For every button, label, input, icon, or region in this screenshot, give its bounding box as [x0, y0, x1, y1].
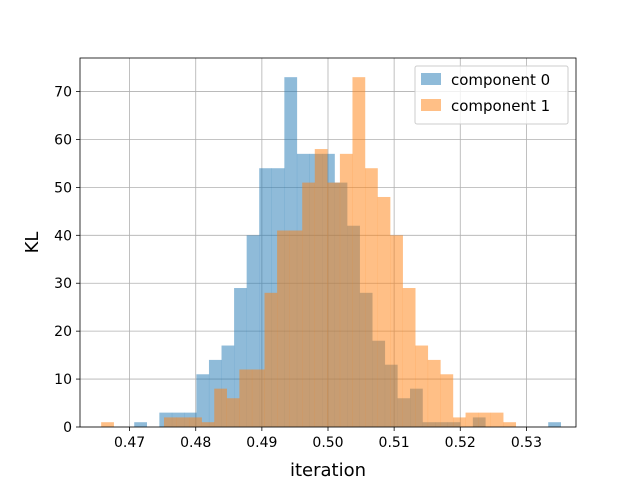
histogram-bar-component-1 — [478, 412, 491, 427]
legend-box — [414, 65, 569, 125]
histogram-bars — [101, 77, 561, 428]
x-tick-label: 0.47 — [114, 435, 145, 451]
histogram-bar-component-1 — [490, 412, 504, 427]
histogram-bar-component-1 — [289, 230, 303, 427]
histogram-bar-component-1 — [440, 374, 454, 427]
y-tick-label: 0 — [63, 420, 72, 436]
histogram-bar-component-1 — [377, 196, 391, 427]
y-tick-label: 50 — [54, 180, 72, 196]
histogram-bar-component-1 — [327, 182, 341, 427]
histogram-bar-component-1 — [402, 288, 416, 427]
histogram-bar-component-1 — [302, 182, 315, 427]
histogram-bar-component-1 — [264, 292, 278, 427]
histogram-bar-component-1 — [503, 422, 517, 427]
y-tick-label: 70 — [54, 85, 72, 101]
histogram-bar-component-0 — [548, 422, 561, 427]
histogram-bar-component-1 — [452, 417, 466, 427]
x-tick-label: 0.50 — [312, 435, 343, 451]
histogram-bar-component-1 — [314, 149, 328, 427]
histogram-bar-component-1 — [365, 168, 378, 428]
histogram-bar-component-1 — [189, 417, 202, 427]
x-tick-label: 0.53 — [511, 435, 542, 451]
histogram-bar-component-1 — [176, 417, 190, 427]
histogram-bar-component-1 — [226, 398, 240, 427]
x-tick-label: 0.51 — [379, 435, 410, 451]
histogram-bar-component-1 — [251, 369, 265, 427]
y-tick-label: 10 — [54, 372, 72, 388]
x-axis-label: iteration — [290, 460, 366, 480]
x-tick-label: 0.49 — [246, 435, 277, 451]
histogram-bar-component-0 — [196, 374, 210, 427]
legend-swatch-component-1 — [421, 99, 441, 111]
histogram-bar-component-1 — [339, 153, 353, 427]
histogram-bar-component-1 — [427, 359, 441, 427]
histogram-bar-component-1 — [465, 412, 479, 427]
legend-label-component-0: component 0 — [451, 71, 550, 89]
x-tick-label: 0.52 — [445, 435, 476, 451]
histogram-bar-component-0 — [134, 422, 147, 427]
histogram-bar-component-1 — [163, 417, 177, 427]
axis-ticks: 0.47 0.48 0.49 0.50 0.51 0.52 0.53 0 10 20 30 40 50 6… — [54, 85, 542, 451]
x-tick-label: 0.48 — [180, 435, 211, 451]
histogram-bar-component-1 — [277, 230, 290, 427]
histogram-bar-component-1 — [390, 235, 403, 427]
histogram-bar-component-1 — [201, 422, 215, 427]
y-axis-label: KL — [22, 232, 43, 254]
histogram-bar-component-1 — [415, 345, 429, 427]
histogram-bar-component-1 — [214, 388, 228, 427]
histogram-bar-component-1 — [101, 422, 114, 427]
y-tick-label: 20 — [54, 324, 72, 340]
legend-swatch-component-0 — [421, 73, 441, 85]
histogram-bar-component-1 — [352, 77, 366, 428]
legend-label-component-1: component 1 — [451, 97, 550, 115]
histogram-bar-component-1 — [239, 369, 253, 427]
legend: component 0 component 1 — [414, 65, 569, 125]
y-tick-label: 30 — [54, 276, 72, 292]
y-tick-label: 60 — [54, 132, 72, 148]
y-tick-label: 40 — [54, 228, 72, 244]
